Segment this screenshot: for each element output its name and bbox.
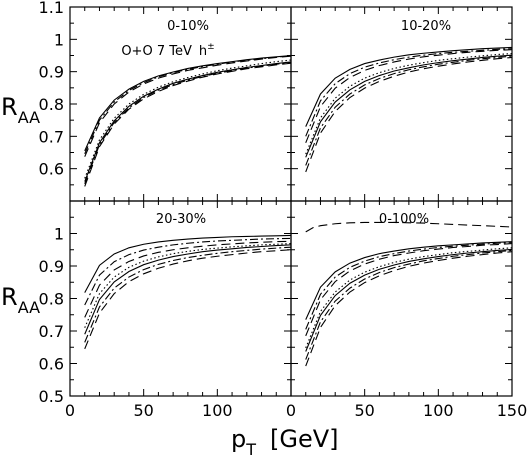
y-tick-label-top: 1 [54,30,64,49]
curve-10-20-dashdot-2 [305,48,513,137]
x-axis-unit: [GeV] [270,425,339,453]
y-tick-label-bottom: 0.5 [39,387,64,406]
y-axis-subscript-bottom: AA [18,298,40,317]
panel-frame-20-30 [69,200,292,397]
curve-0-10-solid-0 [84,54,292,152]
y-tick-label-top: 1.1 [39,0,64,17]
curve-0-10-dashdot-6 [84,62,292,185]
curve-0-100-dashed-2 [305,243,513,337]
data-curves [84,46,513,367]
curve-0-100-dashed-6 [305,251,513,367]
x-axis-label: p [231,425,246,453]
curve-20-30-dashed-5 [84,249,292,350]
curve-0-10-dashed-1 [84,55,292,157]
x-tick-label: 150 [497,401,528,420]
curve-20-30-dashdot-6 [84,246,292,343]
x-tick-label: 50 [133,401,153,420]
panel-0-10: 0-10% O+O 7 TeV h± [69,6,292,202]
y-axis-label-top: R [1,93,18,121]
curve-0-100-dashdot-3 [305,242,513,330]
curve-10-20-dotted-3 [305,53,513,155]
curve-10-20-solid-0 [305,46,513,127]
curve-0-10-dashdot-2 [84,55,292,155]
x-tick-label: 100 [202,401,233,420]
curve-0-10-dashed-5 [84,62,292,187]
y-tick-label-top: 0.9 [39,63,64,82]
curve-20-30-dashed-1 [84,240,292,318]
curve-10-20-dashdot-6 [305,55,513,166]
curve-0-100-dotted-4 [305,247,513,349]
curve-10-20-dashed-5 [305,56,513,173]
curve-0-10-dotted-3 [84,59,292,179]
y-axis-title-top: RAA [1,93,40,127]
curve-20-30-dashdot-2 [84,237,292,306]
curve-0-100-solid-1 [305,241,513,320]
curve-0-100-dashed-0 [305,221,513,233]
curve-0-10-solid-4 [84,61,292,182]
panel-label-0-10: 0-10% [167,19,209,34]
panel-frame-10-20 [290,6,513,202]
axis-ticks [69,6,513,397]
x-tick-label: 100 [423,401,454,420]
y-tick-label-bottom: 0.8 [39,290,64,309]
x-tick-label: 50 [354,401,374,420]
y-tick-label-bottom: 0.7 [39,322,64,341]
panel-frame-0-10 [69,6,292,202]
x-tick-label: 0 [65,401,75,420]
x-axis-subscript: T [245,440,256,459]
curve-20-30-solid-0 [84,234,292,293]
panel-frame-0-100 [290,200,513,397]
collision-text: O+O 7 TeV [121,44,192,59]
curve-20-30-dotted-3 [84,243,292,328]
panel-label-20-30: 20-30% [156,212,206,227]
y-axis-title-bottom: RAA [1,283,40,317]
x-tick-label: 0 [286,401,296,420]
panel-10-20: 10-20% [290,6,513,202]
curve-10-20-solid-4 [305,54,513,158]
curve-20-30-solid-4 [84,244,292,335]
y-tick-label-top: 0.7 [39,127,64,146]
curve-0-100-dashdot-7 [305,249,513,360]
y-axis-label-bottom: R [1,283,18,311]
x-axis-title: pT [GeV] [231,425,339,459]
tick-labels: 0.6 0.7 0.8 0.9 1 1.1 0.5 0.6 0.7 0.8 0.9 1 0 50 100 0 5… [39,0,528,420]
y-tick-label-bottom: 1 [54,225,64,244]
panel-label-10-20: 10-20% [401,19,451,34]
panel-label-0-100: 0-100% [379,212,429,227]
y-tick-label-bottom: 0.6 [39,355,64,374]
panel-20-30: 20-30% [69,200,292,397]
panel-0-100: 0-100% [290,200,513,397]
collision-annotation: O+O 7 TeV h± [121,42,214,59]
y-tick-label-top: 0.6 [39,160,64,179]
y-tick-label-bottom: 0.9 [39,257,64,276]
y-tick-label-top: 0.8 [39,95,64,114]
particle-text: h [199,44,207,59]
curve-10-20-dashed-1 [305,49,513,144]
y-axis-subscript-top: AA [18,108,40,127]
curve-0-100-solid-5 [305,248,513,352]
particle-charge: ± [207,42,215,52]
